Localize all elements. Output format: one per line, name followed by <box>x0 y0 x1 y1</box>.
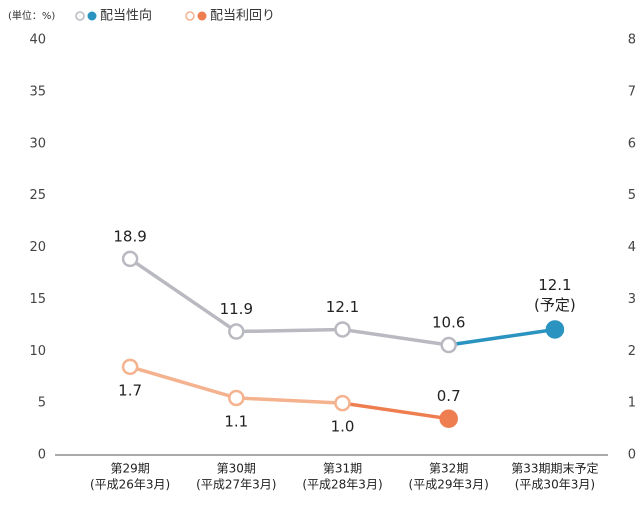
marker <box>545 320 565 339</box>
x-tick-label: 第29期 <box>110 462 149 476</box>
data-label: 0.7 <box>437 387 461 405</box>
data-label: 10.6 <box>432 314 465 332</box>
legend-label: 配当性向 <box>100 8 152 24</box>
y2-tick-label: 2 <box>628 344 636 359</box>
data-label: 12.1 <box>326 298 359 316</box>
x-tick-label: 第33期期末予定 <box>511 461 598 476</box>
y-tick-label: 15 <box>29 292 46 307</box>
y-tick-label: 30 <box>29 136 46 151</box>
y2-tick-label: 5 <box>628 188 636 203</box>
marker <box>121 250 139 268</box>
y-tick-label: 5 <box>38 396 46 411</box>
y-tick-label: 40 <box>29 33 46 48</box>
y2-tick-label: 3 <box>628 292 636 307</box>
line-highlight <box>342 401 449 421</box>
y2-tick-label: 1 <box>628 396 636 411</box>
marker <box>439 409 458 428</box>
y2-tick-label: 4 <box>628 240 636 255</box>
marker <box>121 358 139 376</box>
y-tick-label: 10 <box>29 344 46 359</box>
x-tick-label: (平成28年3月) <box>302 478 382 492</box>
y-tick-label: 20 <box>29 240 46 255</box>
y-tick-label: 35 <box>29 84 46 99</box>
legend-marker <box>197 11 207 21</box>
marker <box>440 336 457 354</box>
y2-tick-label: 6 <box>628 136 636 151</box>
y-tick-label: 25 <box>29 188 46 203</box>
legend-marker <box>185 11 195 21</box>
x-tick-label: 第32期 <box>429 462 468 476</box>
x-tick-label: (平成27年3月) <box>196 478 276 492</box>
legend-label: 配当利回り <box>210 9 275 24</box>
data-label: 12.1 <box>538 276 571 294</box>
x-tick-label: 第30期 <box>217 462 256 476</box>
line-highlight <box>448 327 556 347</box>
data-label: 1.0 <box>331 418 355 436</box>
data-label: 1.7 <box>118 381 142 399</box>
data-label: 11.9 <box>220 300 253 318</box>
marker <box>334 394 351 412</box>
legend-marker <box>87 11 97 21</box>
data-label: 1.1 <box>224 412 248 430</box>
y2-tick-label: 0 <box>628 448 636 463</box>
marker <box>334 321 351 338</box>
y2-tick-label: 7 <box>628 84 636 99</box>
y2-tick-label: 8 <box>628 33 636 48</box>
marker <box>228 323 245 340</box>
unit-label: (単位：%) <box>8 9 55 22</box>
data-annotation: (予定) <box>534 296 576 314</box>
data-label: 18.9 <box>113 227 146 245</box>
x-tick-label: 第31期 <box>323 462 362 476</box>
legend-marker <box>75 11 85 21</box>
x-tick-label: (平成29年3月) <box>409 478 489 492</box>
y-tick-label: 0 <box>38 448 46 463</box>
x-tick-label: (平成26年3月) <box>90 478 170 492</box>
line <box>129 257 449 347</box>
marker <box>228 389 245 407</box>
x-tick-label: (平成30年3月) <box>515 478 595 492</box>
